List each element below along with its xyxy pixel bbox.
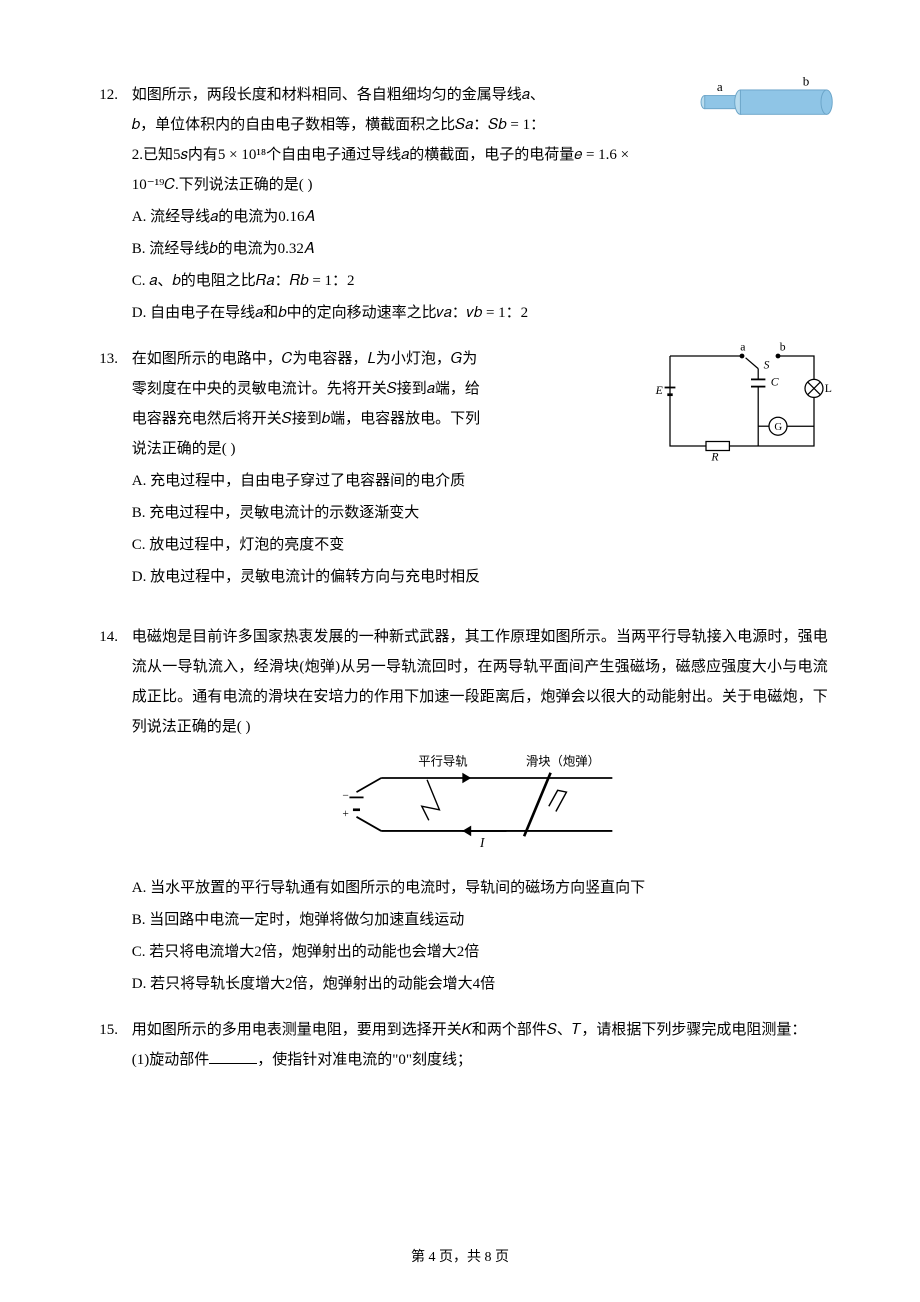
fill-blank[interactable] (209, 1049, 257, 1064)
figure-label: G (774, 421, 782, 433)
question-number: 14. (90, 622, 128, 652)
option-c: C. 放电过程中，灯泡的亮度不变 (132, 530, 828, 560)
option-b: B. 当回路中电流一定时，炮弹将做匀加速直线运动 (132, 905, 828, 935)
figure-label: − (342, 790, 348, 802)
option-d: D. 自由电子在导线𝑎和𝑏中的定向移动速率之比𝑣𝑎：𝑣𝑏 = 1：2 (132, 298, 828, 328)
question-body: 用如图所示的多用电表测量电阻，要用到选择开关𝐾和两个部件𝑆、𝑇，请根据下列步骤完… (132, 1015, 828, 1075)
wire (356, 778, 381, 792)
resistor-R (706, 442, 729, 451)
question-body: a b 如图所示，两段长度和材料相同、各自粗细均匀的金属导线𝑎、 𝑏，单位体积内… (132, 80, 828, 328)
sub1-post: ，使指针对准电流的"0"刻度线； (257, 1052, 472, 1068)
option-b: B. 充电过程中，灵敏电流计的示数逐渐变大 (132, 498, 828, 528)
arrow-icon (462, 826, 471, 837)
figure-circuit: a b S C L E G R (652, 338, 832, 475)
option-c: C. 𝑎、𝑏的电阻之比𝑅𝑎：𝑅𝑏 = 1：2 (132, 266, 828, 296)
stem: 用如图所示的多用电表测量电阻，要用到选择开关𝐾和两个部件𝑆、𝑇，请根据下列步骤完… (132, 1015, 828, 1045)
option-d: D. 若只将导轨长度增大2倍，炮弹射出的动能会增大4倍 (132, 969, 828, 999)
sub1-pre: (1)旋动部件 (132, 1052, 210, 1068)
figure-railgun: 平行导轨 滑块（炮弹） I − + (132, 748, 828, 865)
stem: 电磁炮是目前许多国家热衷发展的一种新式武器，其工作原理如图所示。当两平行导轨接入… (132, 622, 828, 742)
spacer (90, 608, 830, 622)
question-number: 13. (90, 344, 128, 374)
sub-question-1: (1)旋动部件 ，使指针对准电流的"0"刻度线； (132, 1045, 828, 1075)
switch-contact-a (740, 354, 744, 358)
wire (670, 356, 706, 446)
options: A. 当水平放置的平行导轨通有如图所示的电流时，导轨间的磁场方向竖直向下 B. … (132, 873, 828, 999)
stem-line: 10⁻¹⁹𝐶.下列说法正确的是( ) (132, 170, 828, 200)
question-body: a b S C L E G R 在如图所示的电路中，𝐶为电容器，𝐿为小灯泡，𝐺为… (132, 344, 828, 592)
options: A. 充电过程中，自由电子穿过了电容器间的电介质 B. 充电过程中，灵敏电流计的… (132, 466, 828, 592)
question-number: 15. (90, 1015, 128, 1045)
option-a: A. 当水平放置的平行导轨通有如图所示的电流时，导轨间的磁场方向竖直向下 (132, 873, 828, 903)
figure-wires: a b (686, 74, 836, 134)
slider-bar (524, 773, 550, 837)
figure-label: S (763, 359, 769, 372)
figure-label: L (825, 382, 832, 395)
wire (729, 401, 814, 446)
question-15: 15. 用如图所示的多用电表测量电阻，要用到选择开关𝐾和两个部件𝑆、𝑇，请根据下… (90, 1015, 830, 1075)
arrow-icon (462, 773, 471, 784)
question-14: 14. 电磁炮是目前许多国家热衷发展的一种新式武器，其工作原理如图所示。当两平行… (90, 622, 830, 999)
figure-label: R (710, 450, 718, 463)
figure-label: 滑块（炮弹） (526, 755, 600, 769)
figure-label-a: a (717, 79, 723, 94)
page-footer: 第 4 页，共 8 页 (0, 1244, 920, 1272)
switch-blade (745, 358, 758, 369)
arrow-label-rail (422, 780, 440, 821)
option-d: D. 放电过程中，灵敏电流计的偏转方向与充电时相反 (132, 562, 828, 592)
wire (778, 356, 814, 379)
option-c: C. 若只将电流增大2倍，炮弹射出的动能也会增大2倍 (132, 937, 828, 967)
figure-label-b: b (802, 74, 809, 88)
figure-label: I (479, 835, 485, 850)
wire (356, 817, 381, 831)
figure-label: a (740, 341, 746, 354)
stem-line: 2.已知5𝑠内有5 × 10¹⁸个自由电子通过导线𝑎的横截面，电子的电荷量𝑒 =… (132, 140, 828, 170)
options: A. 流经导线𝑎的电流为0.16𝐴 B. 流经导线𝑏的电流为0.32𝐴 C. 𝑎… (132, 202, 828, 328)
figure-label: E (654, 384, 662, 397)
option-b: B. 流经导线𝑏的电流为0.32𝐴 (132, 234, 828, 264)
question-12: 12. a b 如图所示，两段长度和材料相同、各自粗细均匀的金属导线𝑎、 𝑏，单… (90, 80, 830, 328)
question-number: 12. (90, 80, 128, 110)
question-13: 13. (90, 344, 830, 592)
figure-label: + (342, 808, 348, 820)
figure-label: C (771, 376, 779, 389)
option-a: A. 流经导线𝑎的电流为0.16𝐴 (132, 202, 828, 232)
wire-b-body (740, 90, 826, 114)
wire-b-endcap2 (821, 90, 832, 114)
arrow-label-slider (549, 790, 567, 811)
figure-label: b (780, 341, 786, 354)
figure-label: 平行导轨 (418, 755, 467, 769)
question-body: 电磁炮是目前许多国家热衷发展的一种新式武器，其工作原理如图所示。当两平行导轨接入… (132, 622, 828, 999)
